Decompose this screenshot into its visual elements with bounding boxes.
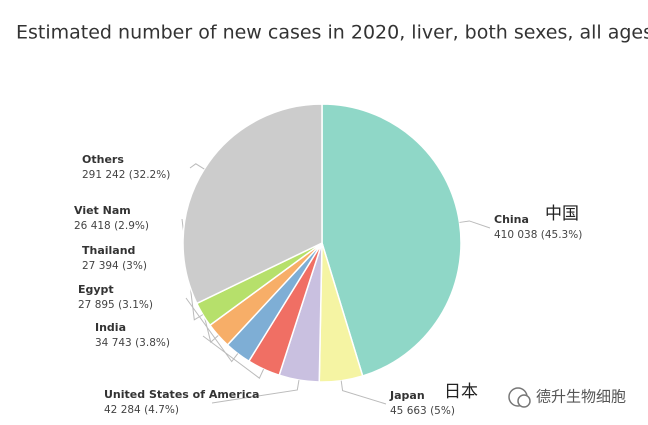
leader-line: [340, 380, 387, 405]
legend-label: Japan: [389, 389, 425, 402]
leader-line: [202, 335, 265, 379]
data-label: 27 895 (3.1%): [78, 299, 153, 311]
pie-slice: [182, 103, 323, 305]
leader-line: [189, 163, 205, 170]
annotation: 中国: [545, 204, 579, 224]
data-label: 34 743 (3.8%): [95, 337, 170, 349]
legend-label: India: [95, 321, 126, 334]
annotation: 日本: [444, 382, 478, 402]
pie-slice: [321, 103, 462, 377]
legend-label: Others: [82, 153, 124, 166]
leader-line: [211, 379, 300, 404]
leader-line: [459, 220, 491, 229]
leader-line: [185, 297, 239, 363]
data-label: 410 038 (45.3%): [494, 229, 582, 241]
data-label: 27 394 (3%): [82, 260, 147, 272]
watermark: 德升生物细胞: [536, 388, 626, 406]
data-label: 42 284 (4.7%): [104, 404, 179, 416]
legend-label: Thailand: [82, 244, 135, 257]
legend-label: Viet Nam: [74, 204, 131, 217]
data-label: 26 418 (2.9%): [74, 220, 149, 232]
legend-label: China: [494, 213, 529, 226]
chart-title: Estimated number of new cases in 2020, l…: [16, 22, 648, 44]
legend-label: Egypt: [78, 283, 114, 296]
legend-label: United States of America: [104, 388, 259, 401]
data-label: 291 242 (32.2%): [82, 169, 170, 181]
watermark-icon: [508, 387, 531, 408]
data-label: 45 663 (5%): [390, 405, 455, 417]
